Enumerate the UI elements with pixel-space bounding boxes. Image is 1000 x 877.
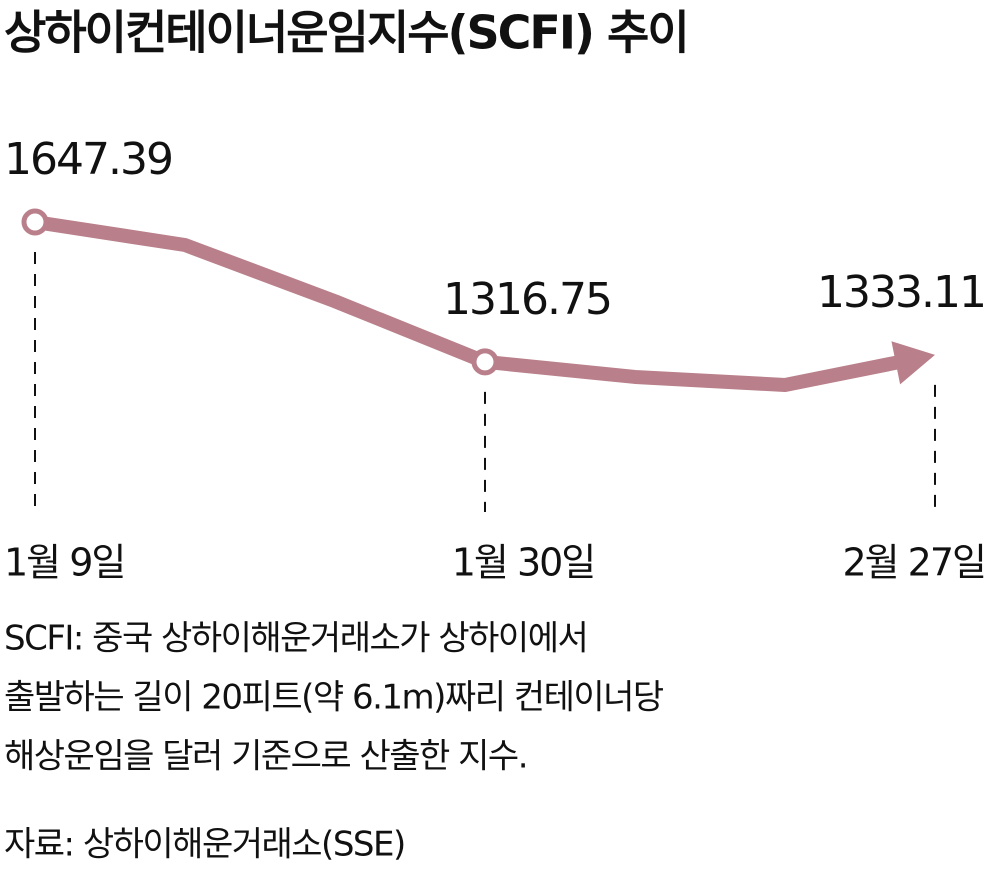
arrow-head — [891, 341, 935, 385]
point-marker — [21, 208, 49, 236]
note: 출발하는 길이 20피트(약 6.1m)짜리 컨테이너당 — [4, 678, 664, 718]
x-tick-label: 1월 9일 — [4, 541, 124, 585]
x-tick-label: 1월 30일 — [452, 541, 595, 585]
chart-title: 상하이컨테이너운임지수(SCFI) 추이 — [4, 6, 688, 60]
value-label: 1647.39 — [4, 134, 172, 185]
note: 해상운임을 달러 기준으로 산출한 지수. — [4, 737, 527, 777]
note: SCFI: 중국 상하이해운거래소가 상하이에서 — [4, 619, 587, 659]
value-label: 1333.11 — [817, 267, 985, 318]
source: 자료: 상하이해운거래소(SSE) — [4, 825, 405, 865]
x-tick-label: 2월 27일 — [842, 541, 985, 585]
point-marker — [471, 348, 499, 376]
value-label: 1316.75 — [443, 274, 611, 325]
